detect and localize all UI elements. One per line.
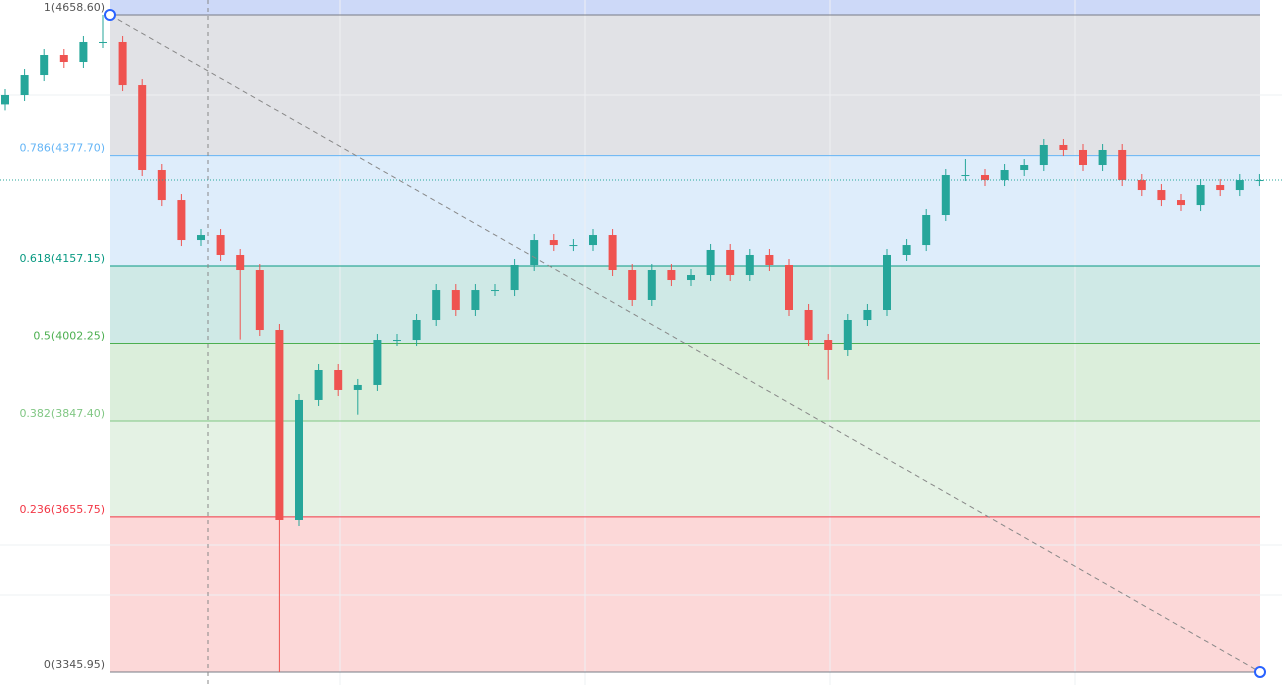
fib-label: 0.382(3847.40)	[19, 407, 105, 420]
candle-body	[334, 370, 343, 390]
candle-body	[138, 85, 147, 171]
candle-body	[1079, 149, 1087, 166]
fib-label: 1(4658.60)	[44, 1, 105, 14]
candle-body	[1059, 144, 1068, 150]
candle-body	[236, 254, 245, 271]
candle-body	[432, 290, 441, 321]
candle-body	[941, 175, 950, 216]
candle-body	[295, 399, 303, 520]
candle-body	[177, 200, 186, 241]
candle-body	[1039, 144, 1048, 166]
candle-body	[1255, 180, 1264, 182]
candle-body	[79, 41, 88, 63]
candle-body	[471, 290, 480, 310]
candle-body	[726, 249, 735, 276]
candle-body	[961, 175, 970, 177]
candle-body	[1216, 185, 1225, 191]
candle-body	[608, 235, 617, 271]
trend-line	[109, 14, 1261, 673]
candle-body	[745, 254, 754, 276]
candle-body	[1020, 165, 1029, 171]
candle-body	[883, 254, 891, 310]
anchor-handle	[104, 9, 116, 22]
candle-body	[706, 249, 715, 276]
fib-label: 0.236(3655.75)	[19, 503, 105, 516]
candle-body	[647, 270, 656, 300]
fib-band	[110, 516, 1260, 672]
candle-body	[981, 175, 989, 181]
candle-body	[491, 290, 499, 292]
fib-band	[110, 265, 1260, 344]
candle-body	[843, 320, 852, 350]
candle-body	[157, 170, 166, 201]
candle-body	[824, 340, 833, 350]
anchor-handle	[1254, 665, 1266, 678]
candle-body	[275, 330, 284, 520]
extension-band	[110, 0, 1260, 15]
fib-band	[110, 15, 1260, 156]
candle-body	[99, 41, 107, 43]
candle-body	[804, 309, 813, 341]
candle-body	[314, 370, 323, 400]
candle-body	[510, 265, 519, 291]
fib-label: 0(3345.95)	[44, 658, 105, 671]
candle-body	[373, 340, 382, 385]
candle-body	[451, 290, 460, 310]
candle-body	[1235, 180, 1244, 191]
candle-body	[216, 235, 225, 255]
candle-body	[530, 240, 539, 266]
candle-body	[1098, 149, 1107, 166]
candle-body	[1177, 200, 1185, 206]
fib-band	[110, 155, 1260, 266]
candle-body	[353, 384, 362, 390]
candle-body	[1196, 185, 1205, 206]
candle-body	[40, 55, 49, 76]
candle-body	[628, 270, 637, 300]
candle-body	[667, 270, 676, 281]
candle-body	[569, 245, 578, 247]
candle-body	[255, 270, 264, 331]
candle-body	[1000, 170, 1009, 181]
candle-body	[1118, 149, 1127, 181]
candle-body	[20, 75, 29, 95]
candle-body	[197, 235, 205, 241]
candle-body	[1157, 190, 1166, 201]
fib-label: 0.5(4002.25)	[33, 330, 105, 343]
candle-body	[902, 245, 911, 255]
candle-body	[687, 275, 695, 281]
candle-body	[922, 215, 931, 246]
candle-body	[59, 55, 68, 63]
candle-body	[785, 265, 793, 310]
candle-body	[589, 235, 597, 246]
candle-body	[1137, 180, 1146, 191]
candle-body	[118, 41, 127, 86]
fib-label: 0.618(4157.15)	[19, 252, 105, 265]
candle-body	[393, 340, 401, 342]
candle-body	[549, 240, 558, 246]
fib-label: 0.786(4377.70)	[19, 142, 105, 155]
candle-body	[412, 320, 421, 341]
candle-body	[1, 94, 9, 105]
candle-body	[863, 309, 872, 321]
candle-body	[765, 254, 774, 266]
